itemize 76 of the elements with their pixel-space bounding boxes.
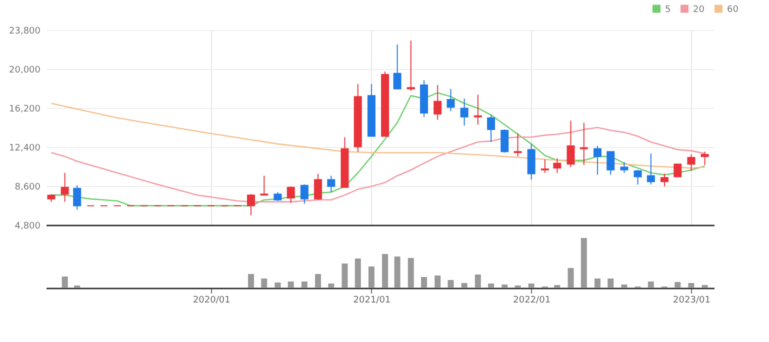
bar [434,276,441,288]
bar [382,254,388,288]
candlestick [314,173,322,200]
candlestick [593,145,602,176]
candlestick [300,184,308,204]
x-tick-label: 2022/01 [513,296,551,306]
candlestick [634,169,642,185]
bar [608,278,614,288]
candlestick [646,153,655,185]
candlestick [700,151,709,166]
candlestick [446,88,455,112]
candlestick [260,175,268,196]
bar [328,284,334,288]
x-tick-label: 2023/01 [673,296,710,306]
line-series [50,102,706,169]
y-tick-label: 20,000 [9,66,41,76]
bar [461,283,468,288]
legend-label: 5 [665,4,671,15]
bar [621,284,628,288]
bar [488,284,494,288]
x-tick-label: 2021/01 [353,296,391,306]
candlestick [500,128,509,154]
bar [261,278,268,288]
candlestick [553,158,562,174]
bar [368,266,374,288]
candlestick [540,158,549,174]
y-tick-label: 23,800 [9,26,41,36]
candlestick [434,84,442,120]
bar [674,282,681,288]
candlestick [687,154,696,172]
bar [554,285,560,288]
bar [408,258,414,288]
y-tick-label: 12,400 [9,144,41,154]
bar [248,274,254,288]
bar [688,283,694,288]
y-tick-label: 8,600 [14,182,41,192]
bar [594,278,600,288]
bar [394,256,400,288]
bar [301,282,308,288]
candlestick [606,151,615,176]
bar [62,276,68,288]
x-tick-label: 2020/01 [192,296,230,306]
bar [448,280,454,288]
candlestick [580,122,588,166]
bar [474,274,481,288]
bar [648,282,654,288]
y-tick-label: 16,200 [9,104,41,114]
candlestick [474,94,482,126]
candlestick [514,132,522,157]
candlestick [460,98,468,126]
bar [528,284,534,288]
candlestick [406,40,415,92]
y-tick-label: 4,800 [14,222,41,232]
bar [580,238,587,288]
legend-label: 60 [727,4,739,15]
candlestick [286,186,295,204]
candlestick [674,164,682,178]
bar [502,284,508,288]
bar [288,282,294,288]
bar [354,258,361,288]
bar [702,285,708,288]
bar [315,274,322,288]
bar [342,264,348,288]
candlestick [327,175,336,193]
candlestick [620,162,628,174]
candlestick [60,172,69,202]
candlestick [660,173,668,187]
candlestick [247,194,255,216]
bar [274,282,281,288]
candlestick [566,120,575,168]
candlestick [393,44,402,90]
bar [568,268,574,288]
candlestick [487,114,496,142]
legend-label: 20 [693,4,705,15]
candlestick [73,184,82,210]
bar [421,277,428,288]
